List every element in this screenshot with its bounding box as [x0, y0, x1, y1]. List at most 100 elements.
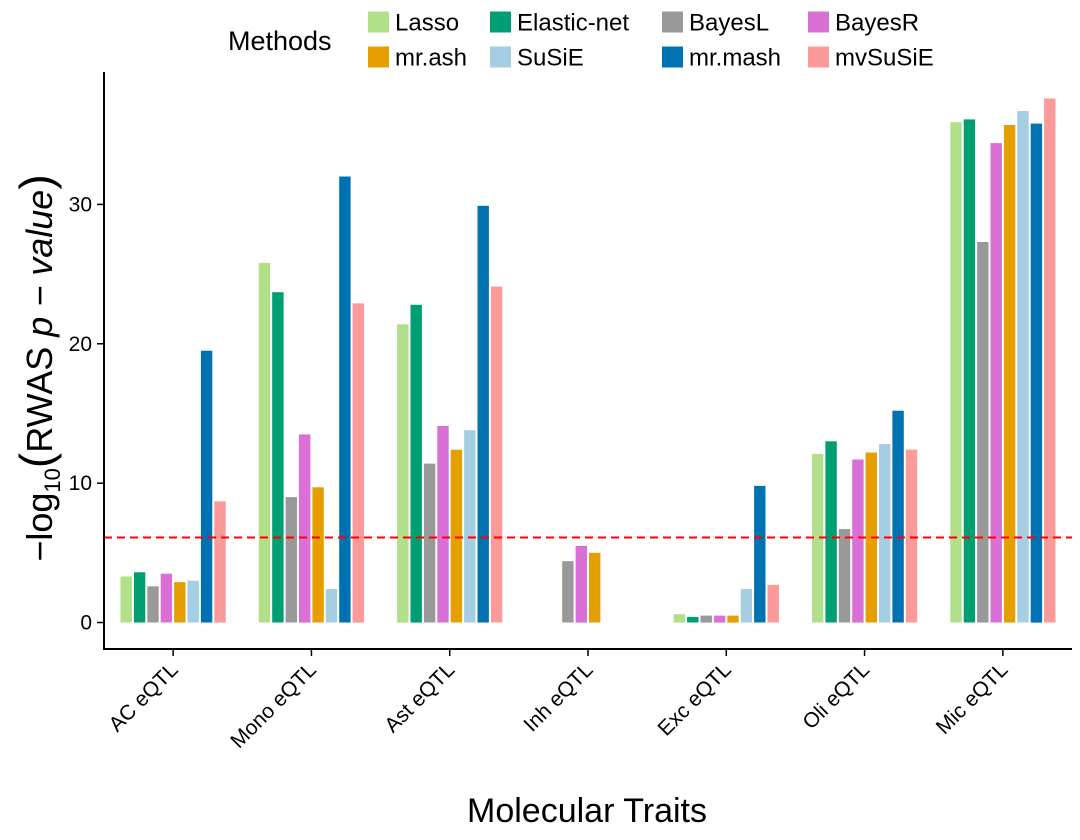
legend-label: mvSuSiE: [835, 45, 934, 72]
bar: [963, 119, 976, 623]
legend-label: mr.ash: [395, 45, 467, 72]
y-axis-label-subscript: 10: [40, 468, 65, 492]
bar: [1030, 123, 1043, 623]
x-tick-label: Mic eQTL: [932, 658, 1013, 739]
legend-swatch: [368, 46, 389, 68]
legend-swatch: [368, 11, 389, 33]
bar: [174, 582, 186, 623]
bar: [575, 545, 587, 623]
series-susie: [187, 111, 1029, 623]
bar: [133, 572, 146, 623]
bar: [450, 449, 463, 623]
legend-item: mvSuSiE: [808, 45, 934, 72]
bar: [990, 143, 1002, 623]
bar: [879, 444, 891, 623]
bar: [838, 529, 851, 623]
bar: [562, 561, 574, 623]
bar: [147, 586, 159, 623]
bar: [767, 584, 779, 623]
bar: [120, 576, 132, 623]
x-tick-label: Oli eQTL: [798, 658, 874, 734]
bar: [200, 350, 213, 623]
bar: [589, 552, 601, 623]
bar: [187, 580, 199, 623]
series-bayesl: [147, 242, 989, 623]
series-mvsusie: [214, 98, 1056, 623]
legend-swatch: [662, 11, 683, 33]
bar: [423, 463, 436, 623]
bar: [1003, 125, 1016, 623]
y-tick-label: 10: [69, 472, 92, 495]
legend-label: BayesL: [689, 10, 769, 37]
legend-swatch: [808, 46, 829, 68]
y-axis-label-prefix: −log: [19, 493, 60, 562]
legend-item: Lasso: [368, 10, 459, 37]
plot-area: 0 10 20 30 AC eQTL Mono eQTL Ast eQTL Inh eQTL E…: [69, 72, 1072, 753]
bar: [397, 324, 409, 623]
bar: [312, 487, 324, 623]
bar: [299, 434, 311, 623]
legend-item: Elastic-net: [490, 10, 629, 37]
bar: [339, 176, 351, 623]
y-tick-label: 0: [80, 612, 92, 635]
bar: [352, 303, 364, 623]
x-tick-label: Inh eQTL: [519, 658, 597, 736]
bar: [410, 304, 422, 623]
legend-label: Elastic-net: [517, 10, 629, 37]
bar: [687, 616, 699, 623]
bar: [727, 615, 739, 623]
bar: [740, 589, 753, 623]
legend-label: SuSiE: [517, 45, 584, 72]
series-mr-mash: [200, 123, 1043, 623]
bar: [272, 292, 284, 623]
x-tick-label: Ast eQTL: [380, 658, 459, 737]
x-tick-label: Mono eQTL: [226, 658, 321, 753]
y-axis-label-italic: p − value: [19, 190, 60, 338]
legend-item: BayesR: [808, 10, 919, 37]
legend: Methods Lasso Elastic-net BayesL BayesR mr.a…: [228, 10, 934, 72]
y-axis-label-main: RWAS: [19, 337, 60, 453]
bar: [1017, 111, 1029, 623]
series-lasso: [120, 122, 962, 623]
legend-label: mr.mash: [689, 45, 781, 72]
legend-title: Methods: [228, 26, 332, 56]
series-elastic-net: [133, 119, 976, 623]
x-tick-label: Exc eQTL: [654, 658, 736, 740]
bar: [950, 122, 962, 623]
bar: [892, 410, 904, 623]
bar: [673, 614, 686, 623]
bar: [905, 449, 918, 623]
bar: [160, 573, 173, 623]
y-axis-label-paren-close: ): [10, 174, 62, 189]
y-tick-label: 20: [69, 333, 92, 356]
bar: [1044, 98, 1056, 623]
bar: [852, 459, 864, 623]
legend-item: mr.mash: [662, 45, 781, 72]
bar: [464, 430, 476, 623]
bar: [477, 205, 489, 623]
series-bayesr: [160, 143, 1002, 623]
bar: [490, 286, 503, 623]
y-tick-label: 30: [69, 193, 92, 216]
legend-swatch: [808, 11, 829, 33]
x-axis-label: Molecular Traits: [467, 792, 707, 830]
bar: [325, 589, 338, 623]
legend-swatch: [662, 46, 683, 68]
bar: [825, 441, 837, 623]
legend-swatch: [490, 46, 511, 68]
legend-item: SuSiE: [490, 45, 584, 72]
bar: [754, 485, 766, 623]
bar: [214, 501, 226, 623]
legend-label: Lasso: [395, 10, 459, 37]
y-axis-label: −log10(RWAS p − value): [10, 174, 65, 561]
bar: [437, 426, 449, 623]
legend-label: BayesR: [835, 10, 919, 37]
legend-item: mr.ash: [368, 45, 467, 72]
bar: [700, 615, 712, 623]
bar: [977, 242, 989, 623]
legend-item: BayesL: [662, 10, 769, 37]
x-tick-label: AC eQTL: [105, 658, 183, 736]
bar: [285, 497, 297, 623]
bar: [258, 262, 271, 623]
legend-swatch: [490, 11, 511, 33]
